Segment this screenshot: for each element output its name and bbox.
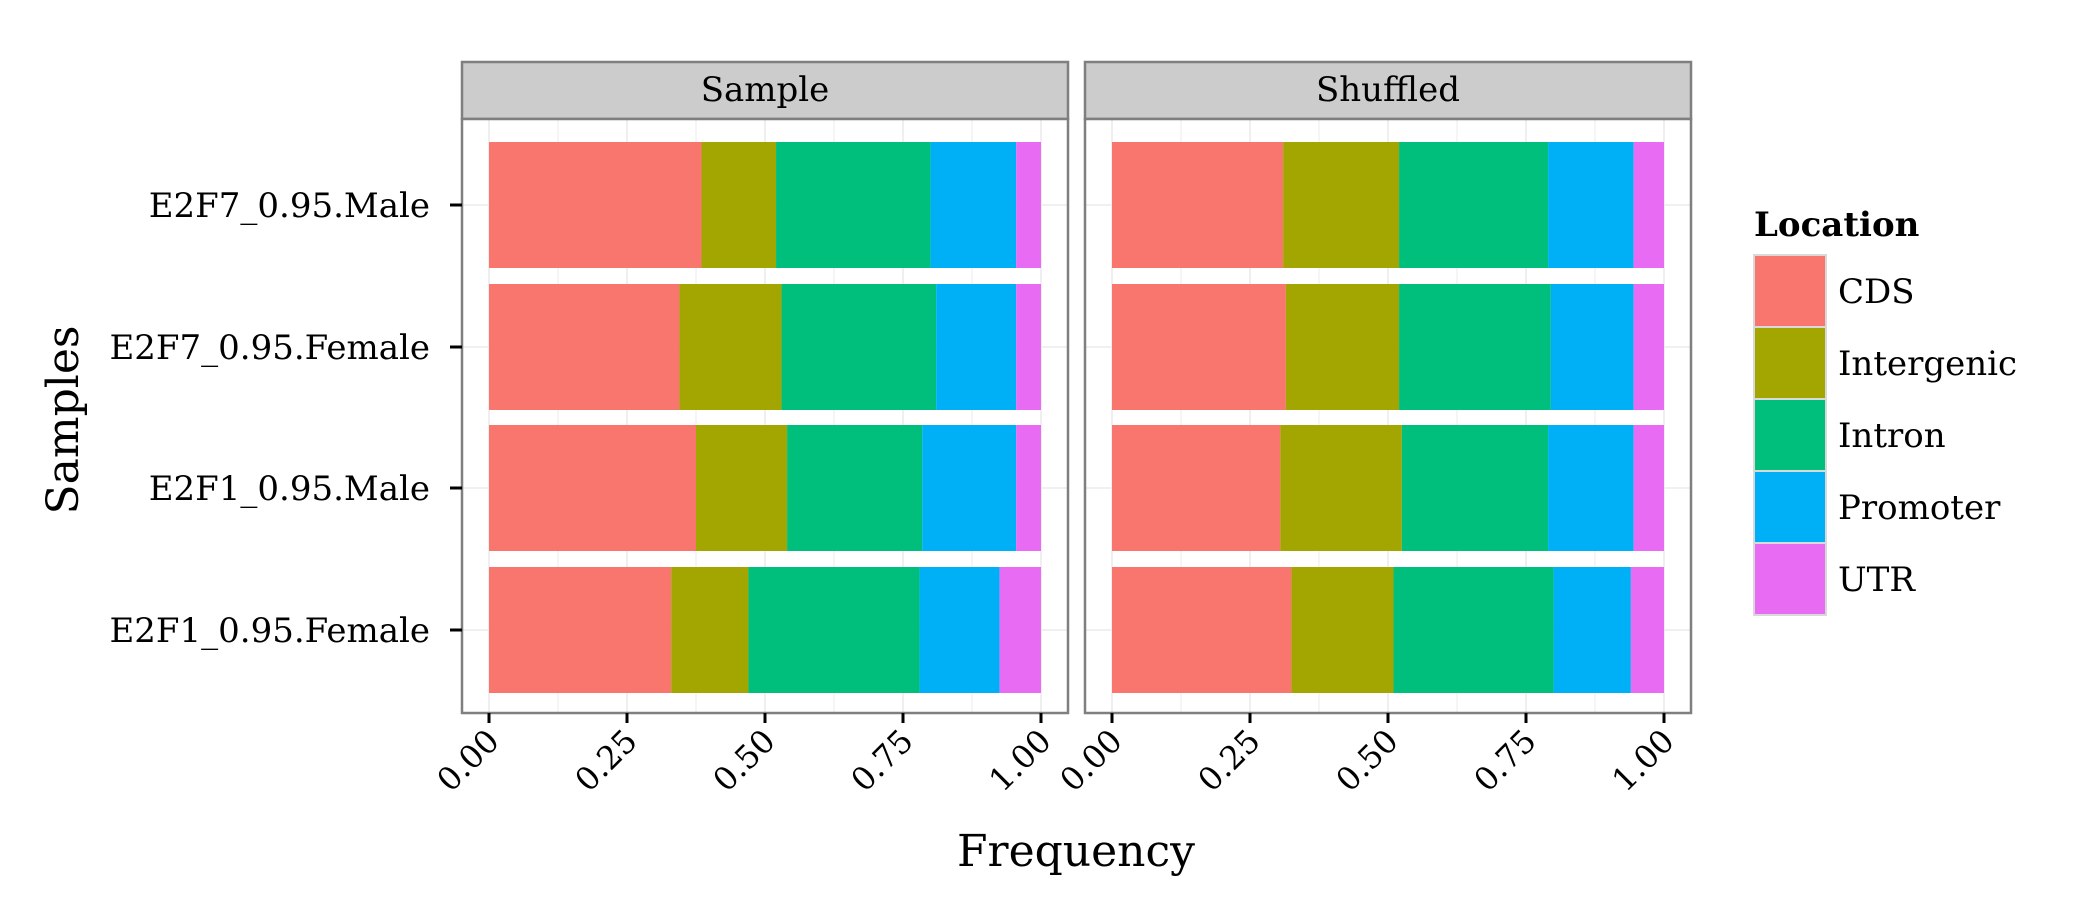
y-tick-label: E2F1_0.95.Male bbox=[149, 469, 430, 509]
bar-segment-promoter bbox=[930, 142, 1017, 268]
legend-key-cds bbox=[1753, 254, 1827, 328]
legend-key-intron bbox=[1753, 398, 1827, 472]
bar-segment-utr bbox=[1630, 567, 1664, 693]
x-tick-label: 0.50 bbox=[705, 722, 782, 799]
bar-segment-cds bbox=[1112, 142, 1284, 268]
bar-segment-intron bbox=[1399, 142, 1549, 268]
facet-strip-label: Shuffled bbox=[1316, 70, 1460, 110]
bar-segment-utr bbox=[1633, 142, 1664, 268]
bar-segment-utr bbox=[1016, 142, 1041, 268]
bar-segment-intergenic bbox=[671, 567, 749, 693]
bar-segment-promoter bbox=[1553, 567, 1631, 693]
x-tick-label: 0.00 bbox=[1052, 722, 1129, 799]
bar-segment-intron bbox=[781, 284, 937, 410]
bar-segment-promoter bbox=[919, 567, 1000, 693]
y-axis-title: Samples bbox=[38, 326, 89, 515]
bar-segment-intergenic bbox=[679, 284, 782, 410]
legend-label: Intergenic bbox=[1838, 344, 2017, 384]
panel-shuffled: Shuffled 0.00 0.25 0.50 0.75 1.00 bbox=[1052, 60, 1693, 799]
bar-segment-promoter bbox=[936, 284, 1017, 410]
x-tick-label: 1.00 bbox=[981, 722, 1058, 799]
y-tick-label: E2F7_0.95.Male bbox=[149, 186, 430, 226]
y-tick-label: E2F7_0.95.Female bbox=[109, 328, 430, 368]
x-tick-label: 0.25 bbox=[1190, 722, 1267, 799]
legend-label: CDS bbox=[1838, 272, 1915, 312]
legend-label: Intron bbox=[1838, 416, 1946, 456]
legend-key-utr bbox=[1753, 542, 1827, 616]
bar-segment-promoter bbox=[1548, 142, 1634, 268]
bar-segment-utr bbox=[999, 567, 1041, 693]
bar-segment-intergenic bbox=[696, 425, 788, 551]
bar-segment-intergenic bbox=[1280, 425, 1402, 551]
panel-sample: Sample 0.00 0.25 0.50 0.75 1.00 bbox=[429, 60, 1070, 799]
bar-segment-cds bbox=[489, 142, 702, 268]
bar-segment-intron bbox=[776, 142, 931, 268]
bar-segment-intron bbox=[1393, 567, 1554, 693]
bar-segment-intron bbox=[748, 567, 920, 693]
bar-segment-intergenic bbox=[1283, 142, 1400, 268]
x-tick-label: 0.50 bbox=[1328, 722, 1405, 799]
bar-segment-utr bbox=[1633, 284, 1664, 410]
x-tick-label: 0.00 bbox=[429, 722, 506, 799]
bar-segment-intergenic bbox=[701, 142, 777, 268]
facet-strip bbox=[460, 60, 1070, 121]
bar-segment-cds bbox=[1112, 425, 1281, 551]
legend-key-intergenic bbox=[1753, 326, 1827, 400]
bar-segment-cds bbox=[489, 425, 696, 551]
legend: Location CDS Intergenic Intron Promoter UTR bbox=[1753, 205, 2017, 616]
bar-segment-utr bbox=[1016, 425, 1041, 551]
bar-segment-utr bbox=[1016, 284, 1041, 410]
bar-segment-intron bbox=[1401, 425, 1549, 551]
bar-segment-intergenic bbox=[1291, 567, 1394, 693]
bar-segment-promoter bbox=[1548, 425, 1634, 551]
x-tick-label: 0.75 bbox=[843, 722, 920, 799]
bar-segment-cds bbox=[489, 567, 672, 693]
bar-segment-promoter bbox=[1550, 284, 1634, 410]
bar-segment-utr bbox=[1633, 425, 1664, 551]
x-tick-label: 1.00 bbox=[1604, 722, 1681, 799]
x-tick-label: 0.75 bbox=[1466, 722, 1543, 799]
bar-segment-cds bbox=[489, 284, 680, 410]
x-tick-label: 0.25 bbox=[567, 722, 644, 799]
x-axis-title: Frequency bbox=[957, 826, 1195, 877]
y-axis: E2F7_0.95.Male E2F7_0.95.Female E2F1_0.95.… bbox=[109, 186, 462, 651]
facet-strip bbox=[1083, 60, 1693, 121]
bar-segment-cds bbox=[1112, 284, 1286, 410]
bar-segment-promoter bbox=[922, 425, 1017, 551]
facet-strip-label: Sample bbox=[701, 70, 830, 110]
y-tick-label: E2F1_0.95.Female bbox=[109, 611, 430, 651]
legend-label: UTR bbox=[1838, 560, 1916, 600]
legend-title: Location bbox=[1754, 205, 1919, 245]
legend-key-promoter bbox=[1753, 470, 1827, 544]
bar-segment-intron bbox=[787, 425, 923, 551]
bar-segment-cds bbox=[1112, 567, 1292, 693]
panels-layer: Sample 0.00 0.25 0.50 0.75 1.00 Shuffled 0.00 0.… bbox=[429, 60, 1693, 799]
bar-segment-intron bbox=[1399, 284, 1551, 410]
legend-label: Promoter bbox=[1838, 488, 2001, 528]
bar-segment-intergenic bbox=[1285, 284, 1400, 410]
